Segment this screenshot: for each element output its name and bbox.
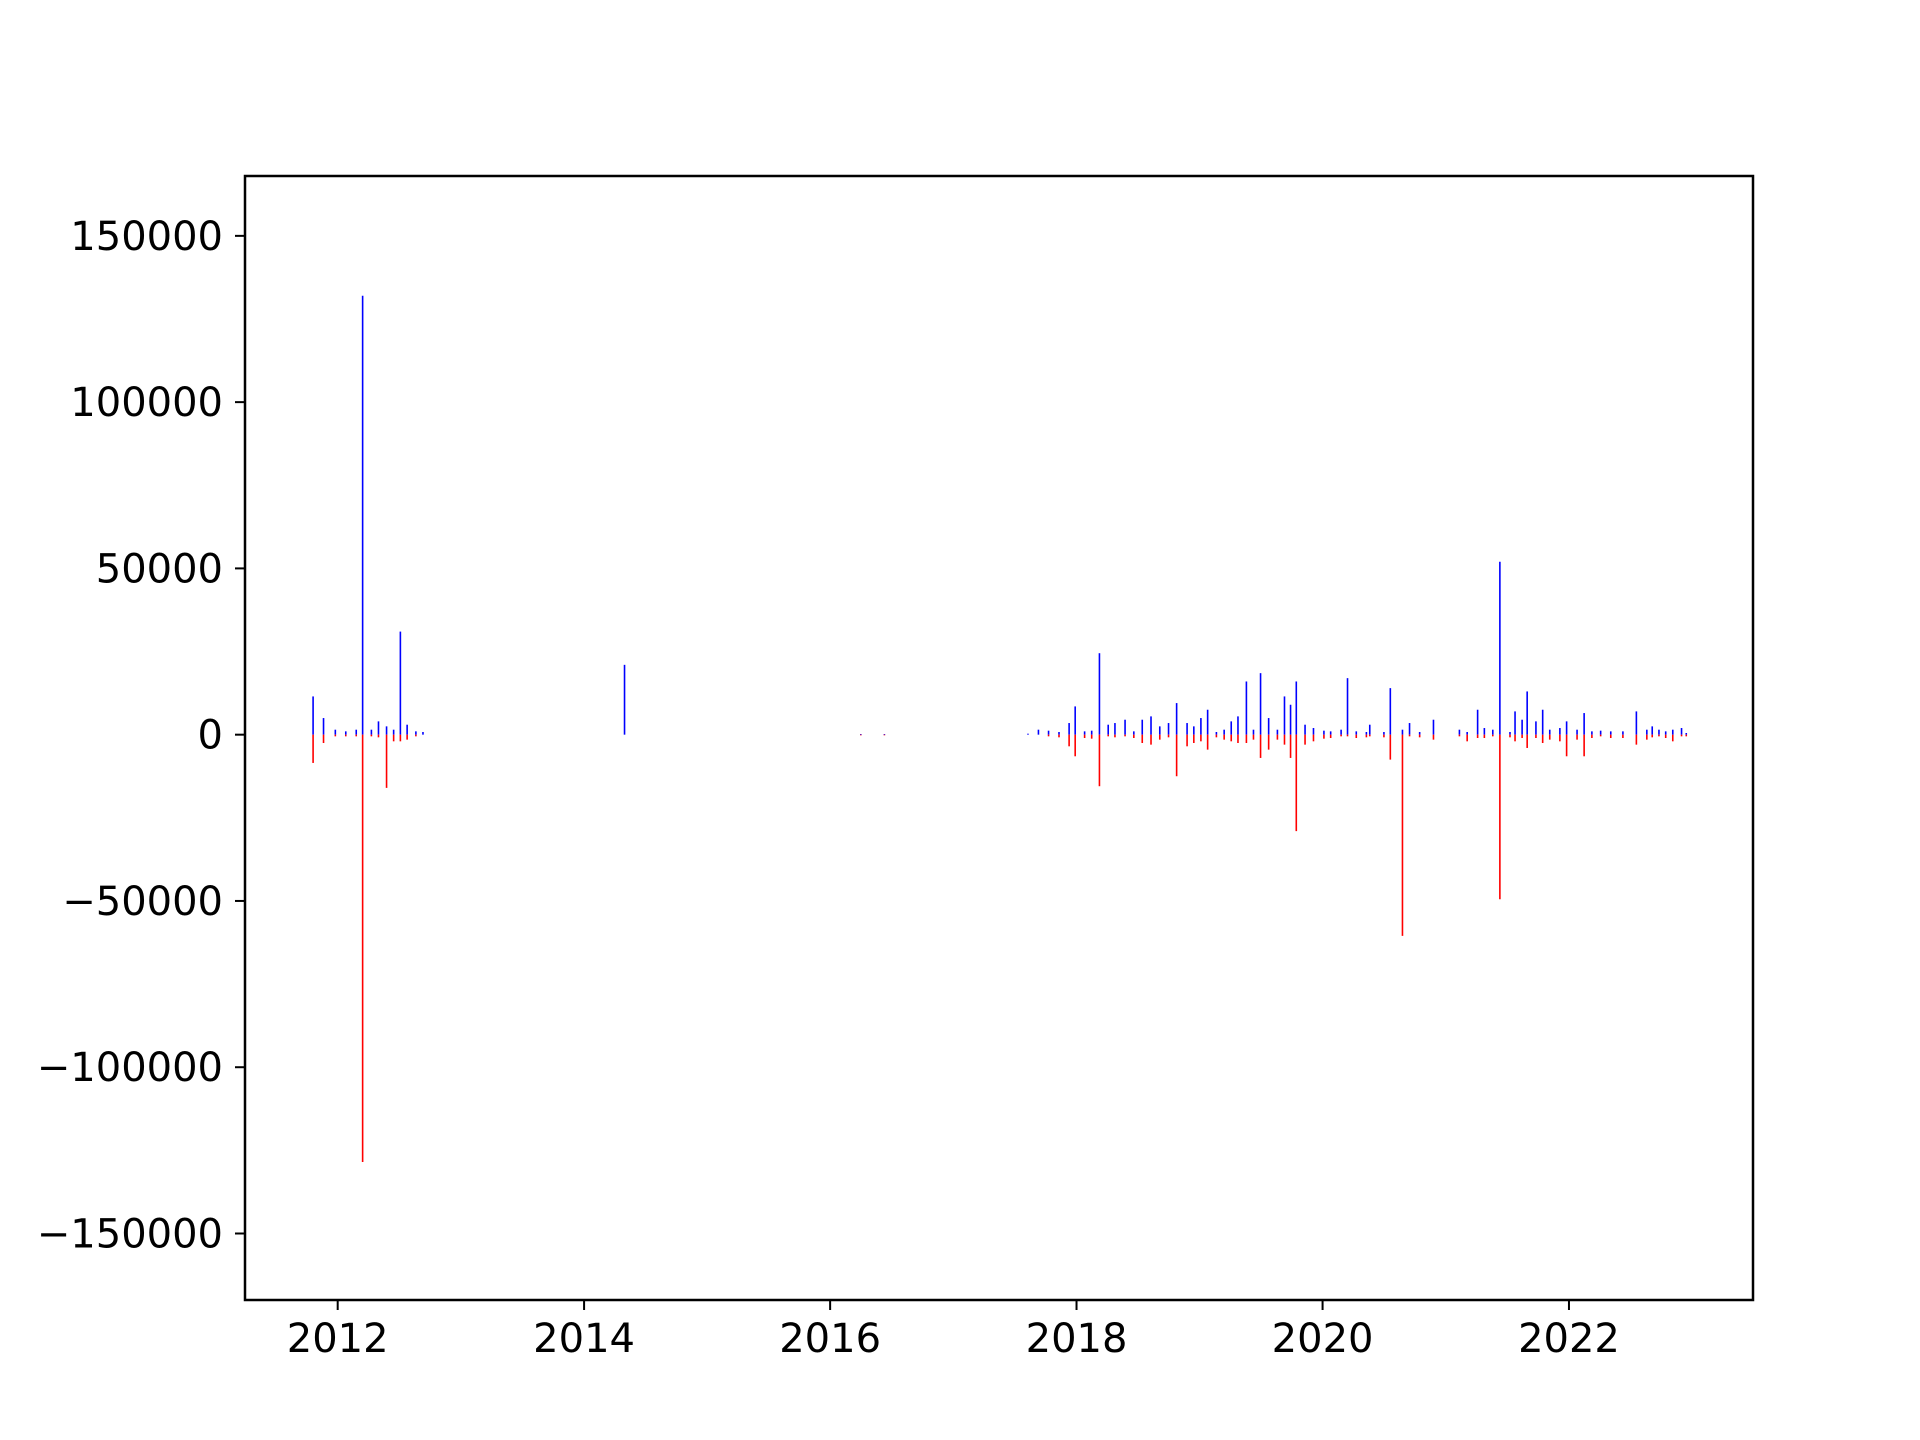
y-tick-label-2: 50000 <box>96 546 223 592</box>
y-tick-label-3: 0 <box>198 713 223 759</box>
x-tick-label-2: 2016 <box>779 1316 881 1362</box>
x-tick-label-5: 2022 <box>1518 1316 1620 1362</box>
y-tick-label-5: −100000 <box>37 1045 223 1091</box>
y-tick-label-6: −150000 <box>37 1211 223 1257</box>
x-tick-label-0: 2012 <box>287 1316 389 1362</box>
plot-frame <box>243 174 1755 1302</box>
y-tick-label-4: −50000 <box>62 879 223 925</box>
bars-layer <box>312 295 1688 1162</box>
x-tick-label-1: 2014 <box>533 1316 635 1362</box>
x-tick-label-3: 2018 <box>1026 1316 1128 1362</box>
x-tick-label-4: 2020 <box>1272 1316 1374 1362</box>
y-tick-label-0: 150000 <box>70 214 223 260</box>
y-tick-label-1: 100000 <box>70 380 223 426</box>
ticks-layer: 2012 2014 2016 2018 2020 2022 150000 100000 5000… <box>37 214 1620 1362</box>
